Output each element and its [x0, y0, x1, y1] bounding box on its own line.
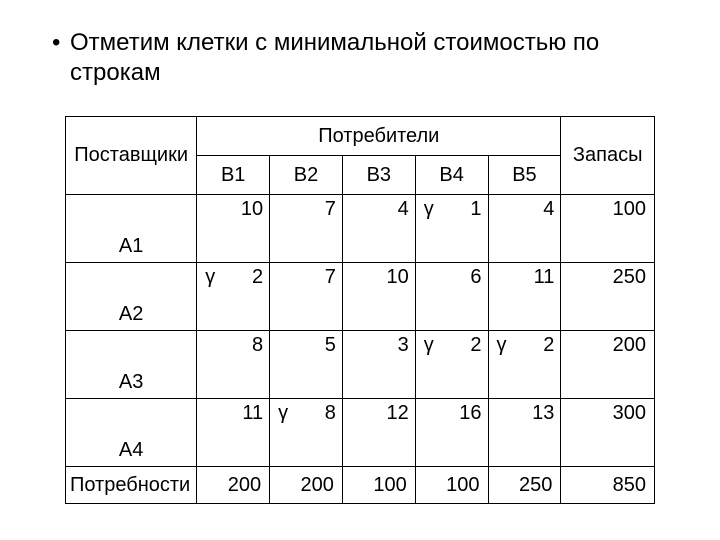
- cost-value: 2: [470, 334, 481, 357]
- cost-cell: 7: [270, 263, 343, 331]
- demand-cell: 250: [488, 467, 561, 504]
- cost-cell: 11: [197, 399, 270, 467]
- supplier-row: A2γ2710611250: [66, 263, 655, 331]
- supplier-name-cell: A2: [66, 263, 197, 331]
- cost-cell: 4: [488, 195, 561, 263]
- cost-value: 3: [398, 334, 409, 357]
- cost-value: 6: [470, 266, 481, 289]
- cost-cell: 10: [342, 263, 415, 331]
- cost-value: 12: [386, 402, 408, 425]
- cost-cell: 7: [270, 195, 343, 263]
- slide-heading: • Отметим клетки с минимальной стоимость…: [70, 28, 670, 88]
- demand-row: Потребности200200100100250850: [66, 467, 655, 504]
- heading-text: Отметим клетки с минимальной стоимостью …: [70, 29, 599, 86]
- cost-value: 10: [241, 198, 263, 221]
- cost-cell: γ2: [488, 331, 561, 399]
- cost-value: 11: [242, 402, 263, 425]
- stock-value: 100: [613, 198, 646, 221]
- supplier-row: A3853γ2γ2200: [66, 331, 655, 399]
- cost-cell: 10: [197, 195, 270, 263]
- gamma-marker: γ: [205, 266, 215, 289]
- gamma-marker: γ: [424, 334, 434, 357]
- cost-value: 8: [325, 402, 336, 425]
- cost-cell: 3: [342, 331, 415, 399]
- stock-value: 200: [613, 334, 646, 357]
- cost-value: 1: [470, 198, 481, 221]
- cost-value: 7: [325, 266, 336, 289]
- table-body: A11074γ14100A2γ2710611250A3853γ2γ2200A41…: [66, 195, 655, 504]
- cost-value: 2: [252, 266, 263, 289]
- cost-cell: 6: [415, 263, 488, 331]
- header-suppliers: Поставщики: [66, 117, 197, 195]
- header-b4: B4: [415, 156, 488, 195]
- cost-value: 5: [325, 334, 336, 357]
- header-b5: B5: [488, 156, 561, 195]
- cost-value: 8: [252, 334, 263, 357]
- cost-value: 4: [543, 198, 554, 221]
- cost-cell: 16: [415, 399, 488, 467]
- cost-cell: 8: [197, 331, 270, 399]
- demand-cell: 100: [342, 467, 415, 504]
- gamma-marker: γ: [278, 402, 288, 425]
- demand-label-cell: Потребности: [66, 467, 197, 504]
- header-b3: B3: [342, 156, 415, 195]
- header-stock: Запасы: [561, 117, 655, 195]
- cost-value: 11: [534, 266, 555, 289]
- transport-table: Поставщики Потребители Запасы B1 B2 B3 B…: [65, 116, 655, 504]
- gamma-marker: γ: [497, 334, 507, 357]
- supplier-name-cell: A3: [66, 331, 197, 399]
- stock-cell: 300: [561, 399, 655, 467]
- total-cell: 850: [561, 467, 655, 504]
- cost-cell: 13: [488, 399, 561, 467]
- cost-value: 16: [459, 402, 481, 425]
- header-consumers: Потребители: [197, 117, 561, 156]
- cost-value: 13: [532, 402, 554, 425]
- demand-cell: 200: [270, 467, 343, 504]
- supplier-name-cell: A4: [66, 399, 197, 467]
- stock-value: 250: [613, 266, 646, 289]
- cost-value: 2: [543, 334, 554, 357]
- cost-value: 7: [325, 198, 336, 221]
- stock-cell: 250: [561, 263, 655, 331]
- header-b2: B2: [270, 156, 343, 195]
- stock-cell: 100: [561, 195, 655, 263]
- supplier-row: A11074γ14100: [66, 195, 655, 263]
- cost-cell: 11: [488, 263, 561, 331]
- cost-cell: γ2: [197, 263, 270, 331]
- gamma-marker: γ: [424, 198, 434, 221]
- slide: • Отметим клетки с минимальной стоимость…: [0, 0, 720, 540]
- stock-cell: 200: [561, 331, 655, 399]
- demand-cell: 200: [197, 467, 270, 504]
- cost-cell: γ8: [270, 399, 343, 467]
- bullet-icon: •: [52, 28, 60, 58]
- demand-cell: 100: [415, 467, 488, 504]
- cost-cell: 4: [342, 195, 415, 263]
- cost-cell: 5: [270, 331, 343, 399]
- stock-value: 300: [613, 402, 646, 425]
- supplier-row: A411γ8121613300: [66, 399, 655, 467]
- cost-cell: γ1: [415, 195, 488, 263]
- cost-cell: 12: [342, 399, 415, 467]
- cost-value: 10: [386, 266, 408, 289]
- cost-cell: γ2: [415, 331, 488, 399]
- header-b1: B1: [197, 156, 270, 195]
- table-head: Поставщики Потребители Запасы B1 B2 B3 B…: [66, 117, 655, 195]
- supplier-name-cell: A1: [66, 195, 197, 263]
- cost-value: 4: [398, 198, 409, 221]
